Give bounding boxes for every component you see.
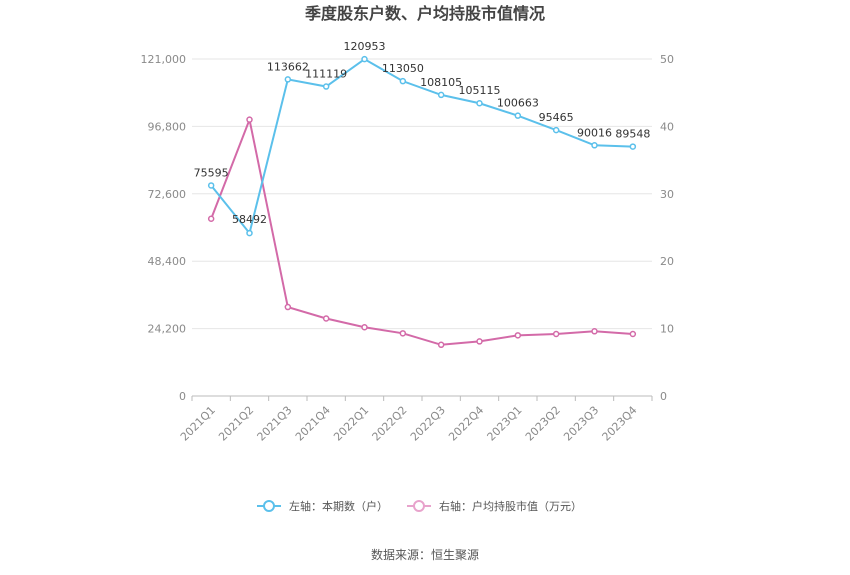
data-label: 105115 bbox=[459, 84, 501, 97]
data-point bbox=[629, 143, 637, 150]
x-tick-label: 2021Q2 bbox=[216, 404, 256, 444]
data-point bbox=[514, 332, 522, 339]
data-point bbox=[591, 142, 598, 149]
data-point bbox=[246, 229, 253, 237]
x-tick-label: 2021Q1 bbox=[178, 404, 218, 444]
left-tick-label: 48,400 bbox=[148, 255, 187, 268]
left-tick-label: 72,600 bbox=[148, 188, 187, 201]
data-point bbox=[361, 324, 368, 331]
data-point bbox=[437, 91, 445, 99]
legend-marker-right bbox=[413, 500, 425, 512]
x-tick-label: 2022Q1 bbox=[331, 404, 371, 444]
left-axis: 0 24,200 48,400 72,600 96,800 121,000 bbox=[141, 53, 187, 403]
data-label: 58492 bbox=[232, 213, 267, 226]
right-tick-label: 40 bbox=[660, 120, 674, 133]
data-point bbox=[284, 303, 292, 311]
data-label: 100663 bbox=[497, 97, 539, 110]
data-point bbox=[284, 76, 292, 83]
x-tick-label: 2023Q1 bbox=[485, 404, 525, 444]
grid-lines bbox=[192, 58, 652, 397]
data-point bbox=[399, 77, 407, 85]
left-tick-label: 121,000 bbox=[141, 53, 187, 66]
right-tick-label: 30 bbox=[660, 188, 674, 201]
data-label: 89548 bbox=[615, 128, 650, 141]
data-point bbox=[399, 330, 407, 337]
legend-label-left: 左轴：本期数（户） bbox=[289, 499, 388, 513]
right-tick-label: 50 bbox=[660, 53, 674, 66]
data-label: 108105 bbox=[420, 76, 462, 89]
legend-marker-left bbox=[263, 500, 275, 512]
x-tick-label: 2021Q3 bbox=[255, 404, 295, 444]
legend-item-left[interactable]: 左轴：本期数（户） bbox=[257, 499, 388, 513]
data-point bbox=[514, 112, 522, 119]
x-tick-label: 2023Q2 bbox=[523, 404, 563, 444]
data-point bbox=[207, 215, 215, 222]
x-tick-label: 2021Q4 bbox=[293, 404, 333, 444]
data-label: 111119 bbox=[305, 68, 347, 81]
data-label: 95465 bbox=[539, 111, 574, 124]
data-point bbox=[437, 341, 445, 349]
left-tick-label: 24,200 bbox=[148, 323, 187, 336]
legend-item-right[interactable]: 右轴：户均持股市值（万元） bbox=[407, 499, 582, 513]
x-tick-label: 2023Q4 bbox=[600, 404, 640, 444]
data-point bbox=[591, 328, 598, 335]
data-point bbox=[361, 55, 368, 63]
x-tick-label: 2023Q3 bbox=[561, 404, 601, 444]
source-note: 数据来源：恒生聚源 bbox=[371, 547, 479, 562]
left-tick-label: 0 bbox=[179, 390, 186, 403]
right-tick-label: 0 bbox=[660, 390, 667, 403]
data-point bbox=[322, 83, 330, 90]
right-tick-label: 10 bbox=[660, 323, 674, 336]
data-label: 120953 bbox=[344, 40, 386, 53]
x-tick-label: 2022Q2 bbox=[370, 404, 410, 444]
data-label: 75595 bbox=[194, 166, 229, 179]
data-point bbox=[207, 182, 215, 189]
data-label: 113662 bbox=[267, 60, 309, 73]
x-tick-label: 2022Q3 bbox=[408, 404, 448, 444]
data-label: 113050 bbox=[382, 62, 424, 75]
right-tick-label: 20 bbox=[660, 255, 674, 268]
data-point bbox=[629, 330, 637, 338]
right-axis: 0 10 20 30 40 50 bbox=[660, 53, 674, 403]
series-line bbox=[210, 57, 633, 236]
data-label: 90016 bbox=[577, 126, 612, 139]
data-point bbox=[552, 126, 560, 134]
series-left-shareholder-count bbox=[207, 55, 637, 237]
left-tick-label: 96,800 bbox=[148, 120, 187, 133]
data-point bbox=[476, 99, 483, 107]
data-point bbox=[552, 330, 560, 338]
legend-label-right: 右轴：户均持股市值（万元） bbox=[439, 499, 582, 513]
series-right-avg-holding-value bbox=[207, 116, 637, 349]
x-axis: 2021Q12021Q22021Q32021Q42022Q12022Q22022… bbox=[178, 396, 653, 444]
data-point bbox=[476, 338, 483, 345]
data-point bbox=[322, 315, 330, 322]
x-tick-label: 2022Q4 bbox=[446, 404, 486, 444]
data-point bbox=[246, 116, 253, 123]
chart-title: 季度股东户数、户均持股市值情况 bbox=[304, 4, 545, 23]
series-line bbox=[210, 116, 633, 346]
legend: 左轴：本期数（户） 右轴：户均持股市值（万元） bbox=[257, 499, 582, 513]
